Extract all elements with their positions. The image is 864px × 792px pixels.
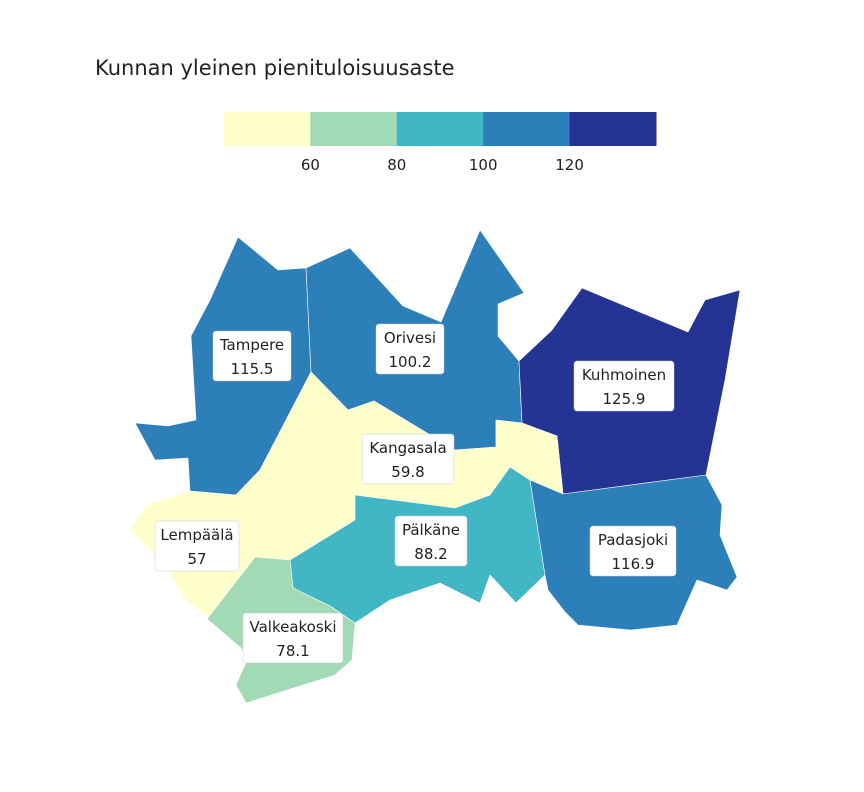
region-label-lempaala: Lempäälä 57 <box>154 520 240 572</box>
legend-tick-label: 120 <box>555 156 584 174</box>
region-label-box <box>154 520 240 572</box>
legend-tick-label: 80 <box>387 156 406 174</box>
legend: 60 80 100 120 <box>224 112 657 174</box>
region-value-label: 88.2 <box>414 545 447 563</box>
region-value-label: 125.9 <box>603 390 646 408</box>
region-label-box <box>394 515 468 567</box>
region-label-box <box>375 323 445 375</box>
region-value-label: 115.5 <box>231 360 274 378</box>
region-name-label: Lempäälä <box>160 526 233 544</box>
region-label-palkane: Pälkäne 88.2 <box>394 515 468 567</box>
region-label-kuhmoinen: Kuhmoinen 125.9 <box>573 360 675 412</box>
region-label-orivesi: Orivesi 100.2 <box>375 323 445 375</box>
legend-swatch-3 <box>396 112 484 146</box>
region-name-label: Padasjoki <box>598 531 668 549</box>
region-name-label: Orivesi <box>384 329 436 347</box>
region-label-box <box>212 330 292 382</box>
region-value-label: 116.9 <box>612 555 655 573</box>
legend-tick-label: 60 <box>301 156 320 174</box>
legend-swatch-4 <box>483 112 571 146</box>
region-label-box <box>361 433 455 485</box>
region-label-padasjoki: Padasjoki 116.9 <box>589 525 677 577</box>
region-name-label: Tampere <box>219 336 284 354</box>
region-value-label: 100.2 <box>389 353 432 371</box>
region-label-kangasala: Kangasala 59.8 <box>361 433 455 485</box>
region-label-box <box>242 612 344 664</box>
region-name-label: Valkeakoski <box>249 618 336 636</box>
legend-swatch-5 <box>569 112 657 146</box>
region-name-label: Kangasala <box>369 439 446 457</box>
legend-swatch-2 <box>310 112 398 146</box>
region-label-tampere: Tampere 115.5 <box>212 330 292 382</box>
region-label-valkeakoski: Valkeakoski 78.1 <box>242 612 344 664</box>
region-name-label: Kuhmoinen <box>582 366 666 384</box>
map-labels: Tampere 115.5 Orivesi 100.2 Kuhmoinen 125.9 Ka… <box>154 323 677 664</box>
region-label-box <box>589 525 677 577</box>
legend-tick-label: 100 <box>469 156 498 174</box>
region-name-label: Pälkäne <box>402 521 460 539</box>
region-value-label: 59.8 <box>391 463 424 481</box>
region-value-label: 57 <box>187 550 206 568</box>
map-title: Kunnan yleinen pienituloisuusaste <box>95 56 455 80</box>
region-value-label: 78.1 <box>276 642 309 660</box>
region-label-box <box>573 360 675 412</box>
legend-swatch-1 <box>224 112 311 146</box>
